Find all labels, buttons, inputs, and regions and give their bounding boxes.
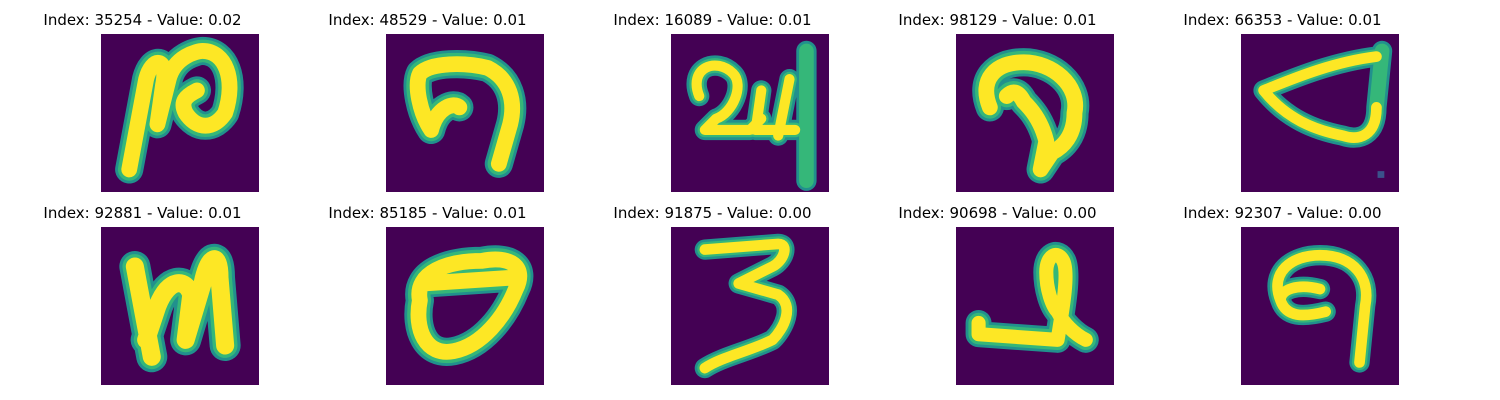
panel-title: Index: 35254 - Value: 0.02	[43, 11, 242, 29]
panel-title: Index: 92881 - Value: 0.01	[43, 204, 242, 222]
digit-image	[671, 227, 829, 385]
panel-title: Index: 66353 - Value: 0.01	[1183, 11, 1382, 29]
digit-image	[956, 34, 1114, 192]
image-panel: Index: 85185 - Value: 0.01	[285, 193, 570, 385]
digit-image	[956, 227, 1114, 385]
digit-image	[386, 34, 544, 192]
image-panel: Index: 90698 - Value: 0.00	[855, 193, 1140, 385]
image-panel: Index: 66353 - Value: 0.01	[1140, 0, 1425, 192]
digit-image	[101, 227, 259, 385]
image-panel: Index: 16089 - Value: 0.01	[570, 0, 855, 192]
image-panel: Index: 91875 - Value: 0.00	[570, 193, 855, 385]
panel-title: Index: 90698 - Value: 0.00	[898, 204, 1097, 222]
image-panel: Index: 92307 - Value: 0.00	[1140, 193, 1425, 385]
image-panel: Index: 35254 - Value: 0.02	[0, 0, 285, 192]
digit-image	[671, 34, 829, 192]
digit-image	[386, 227, 544, 385]
panel-title: Index: 16089 - Value: 0.01	[613, 11, 812, 29]
image-panel: Index: 92881 - Value: 0.01	[0, 193, 285, 385]
image-panel: Index: 48529 - Value: 0.01	[285, 0, 570, 192]
image-panel: Index: 98129 - Value: 0.01	[855, 0, 1140, 192]
panel-title: Index: 48529 - Value: 0.01	[328, 11, 527, 29]
digit-image	[1241, 227, 1399, 385]
panel-title: Index: 91875 - Value: 0.00	[613, 204, 812, 222]
panel-title: Index: 92307 - Value: 0.00	[1183, 204, 1382, 222]
panel-title: Index: 98129 - Value: 0.01	[898, 11, 1097, 29]
panel-title: Index: 85185 - Value: 0.01	[328, 204, 527, 222]
digit-image	[1241, 34, 1399, 192]
digit-image	[101, 34, 259, 192]
